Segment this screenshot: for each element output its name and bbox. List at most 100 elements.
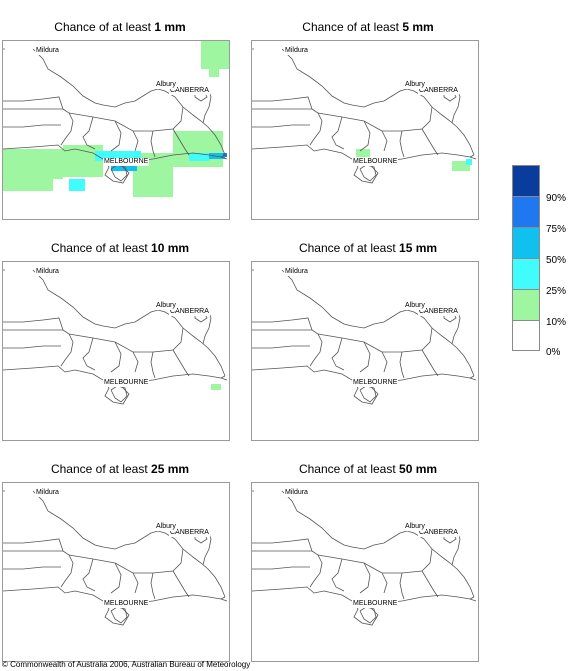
boundary-line: [110, 341, 122, 373]
city-label-melbourne: MELBOURNE: [352, 158, 399, 166]
probability-cell: [201, 41, 229, 69]
panel-title-25mm: Chance of at least 25 mm: [50, 462, 190, 476]
probability-cell: [211, 384, 221, 390]
boundary-line: [331, 558, 345, 592]
city-label-albury: Albury: [404, 523, 426, 531]
boundary-line: [331, 337, 345, 371]
map-canvas: [3, 41, 229, 197]
boundary-line: [60, 329, 74, 367]
legend-label-25: 25%: [546, 286, 567, 297]
map-canvas: [252, 48, 477, 184]
city-label-melbourne: MELBOURNE: [103, 600, 150, 608]
boundary-line: [359, 341, 371, 373]
boundary-line: [359, 164, 377, 182]
probability-cell: [356, 149, 370, 157]
boundary-line: [150, 351, 156, 379]
probability-cell: [107, 151, 141, 161]
city-label-melbourne: MELBOURNE: [352, 600, 399, 608]
boundary-line: [382, 106, 433, 132]
boundary-line: [252, 345, 310, 349]
legend-swatch-90: [512, 165, 540, 196]
boundary-line: [110, 562, 122, 594]
panel-title-10mm: Chance of at least 10 mm: [50, 241, 190, 255]
copyright-notice: © Commonwealth of Australia 2006, Austra…: [2, 660, 251, 669]
city-label-canberra: CANBERRA: [169, 308, 210, 316]
boundary-line: [68, 333, 139, 373]
probability-cell: [95, 151, 109, 161]
city-label-albury: Albury: [155, 81, 177, 89]
city-label-albury: Albury: [404, 81, 426, 89]
boundary-line: [469, 375, 475, 379]
boundary-line: [3, 566, 61, 570]
boundary-line: [252, 124, 310, 128]
legend-label-90: 90%: [546, 193, 567, 204]
rainfall-map-10mm: Mildura CANBERRA Albury MELBOURNE: [2, 261, 230, 441]
boundary-line: [172, 128, 190, 156]
boundary-line: [281, 269, 475, 377]
rainfall-map-5mm: Mildura CANBERRA Albury MELBOURNE: [251, 40, 479, 220]
boundary-line: [382, 548, 433, 574]
boundary-line: [110, 120, 122, 152]
probability-cell: [466, 159, 472, 165]
map-canvas: [3, 490, 228, 626]
boundary-line: [469, 154, 475, 158]
city-label-canberra: CANBERRA: [169, 529, 210, 537]
city-label-mildura: Mildura: [284, 47, 309, 55]
probability-cell: [452, 161, 470, 171]
boundary-line: [133, 548, 184, 574]
boundary-line: [252, 365, 477, 405]
boundary-line: [3, 317, 64, 331]
city-label-albury: Albury: [155, 302, 177, 310]
legend-swatch-10: [512, 289, 540, 320]
probability-cell: [133, 167, 173, 197]
boundary-line: [3, 538, 64, 552]
boundary-line: [82, 558, 96, 592]
city-label-canberra: CANBERRA: [418, 87, 459, 95]
boundary-line: [150, 130, 156, 158]
boundary-line: [382, 327, 433, 353]
boundary-line: [252, 269, 312, 331]
boundary-line: [3, 124, 61, 128]
city-label-melbourne: MELBOURNE: [352, 379, 399, 387]
boundary-line: [220, 596, 226, 600]
city-label-mildura: Mildura: [35, 489, 60, 497]
boundary-line: [133, 106, 184, 132]
boundary-line: [399, 130, 405, 158]
boundary-line: [281, 48, 475, 156]
boundary-line: [331, 116, 345, 150]
boundary-line: [3, 365, 228, 405]
boundary-line: [252, 48, 312, 110]
city-label-melbourne: MELBOURNE: [103, 379, 150, 387]
map-canvas: [252, 490, 477, 626]
boundary-line: [3, 269, 63, 331]
boundary-line: [3, 96, 64, 110]
boundary-line: [60, 550, 74, 588]
boundary-line: [133, 327, 184, 353]
boundary-line: [172, 570, 190, 598]
boundary-line: [309, 329, 323, 367]
legend-label-10: 10%: [546, 317, 567, 328]
map-canvas: [3, 269, 228, 405]
city-label-canberra: CANBERRA: [418, 529, 459, 537]
boundary-line: [82, 116, 96, 150]
boundary-line: [110, 385, 128, 403]
boundary-line: [32, 269, 226, 377]
boundary-line: [68, 112, 139, 152]
boundary-line: [252, 586, 477, 626]
boundary-line: [317, 554, 388, 594]
boundary-line: [359, 120, 371, 152]
rainfall-map-25mm: Mildura CANBERRA Albury MELBOURNE: [2, 482, 230, 662]
boundary-line: [399, 572, 405, 600]
panel-title-1mm: Chance of at least 1 mm: [54, 20, 186, 34]
city-label-albury: Albury: [155, 523, 177, 531]
probability-cell: [189, 153, 209, 161]
boundary-line: [421, 349, 439, 377]
boundary-line: [359, 385, 377, 403]
probability-cell: [3, 149, 63, 179]
city-label-mildura: Mildura: [35, 268, 60, 276]
probability-cell: [69, 179, 85, 191]
boundary-line: [220, 375, 226, 379]
rainfall-map-50mm: Mildura CANBERRA Albury MELBOURNE: [251, 482, 479, 662]
boundary-line: [252, 317, 313, 331]
city-label-mildura: Mildura: [35, 47, 60, 55]
